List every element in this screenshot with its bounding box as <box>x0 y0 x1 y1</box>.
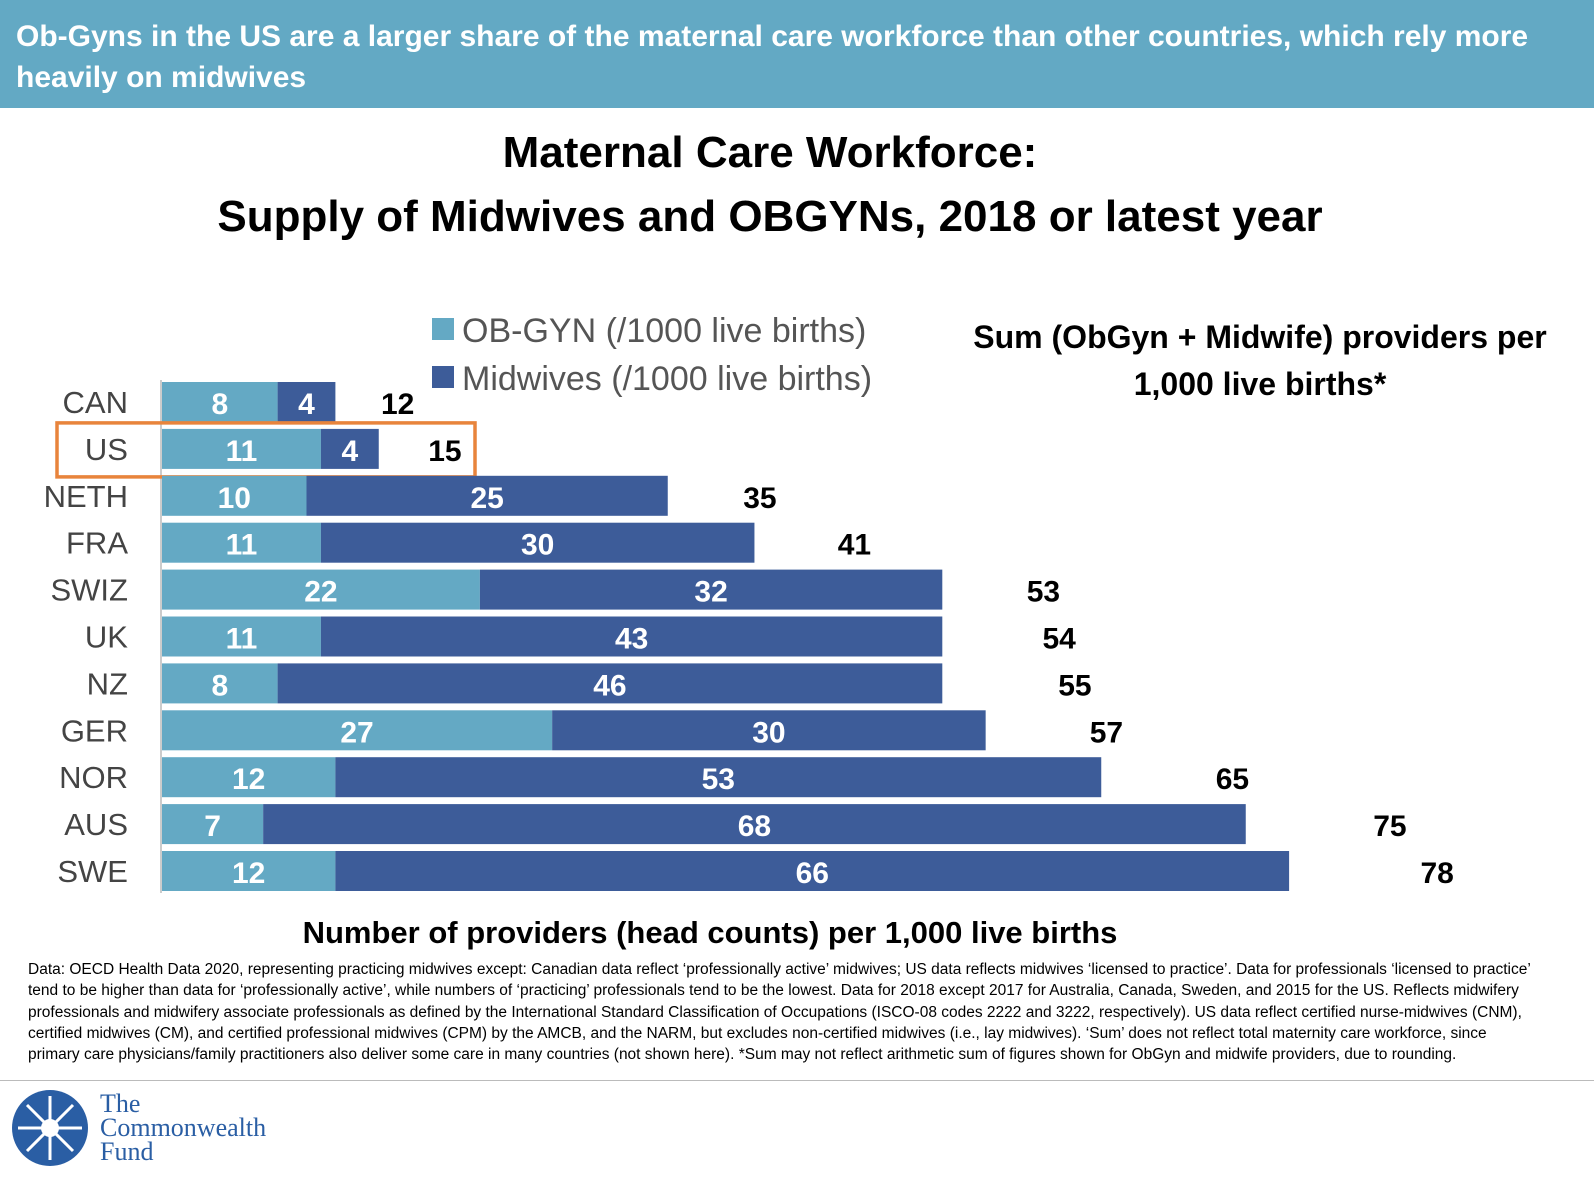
legend-label: Midwives (/1000 live births) <box>462 360 872 398</box>
chart-subtitle: Supply of Midwives and OBGYNs, 2018 or l… <box>217 192 1323 241</box>
midwives-bar <box>552 710 986 751</box>
sum-value-label: 53 <box>1027 576 1060 609</box>
bar-value-label: 25 <box>470 482 503 515</box>
category-label: GER <box>61 713 128 748</box>
midwives-bar <box>277 382 336 422</box>
bar-value-label: 30 <box>521 529 554 562</box>
category-label: AUS <box>64 807 128 842</box>
x-axis-label: Number of providers (head counts) per 1,… <box>302 915 1118 950</box>
sum-value-label: 55 <box>1058 669 1091 702</box>
bar-value-label: 30 <box>752 716 785 749</box>
obgyn-bar <box>162 428 321 469</box>
obgyn-bar <box>162 804 264 845</box>
midwives-bar <box>335 757 1102 798</box>
legend-swatch <box>432 318 454 340</box>
logo-line: Fund <box>100 1137 154 1166</box>
category-label: FRA <box>66 526 128 561</box>
footnote: Data: OECD Health Data 2020, representin… <box>28 961 1531 1064</box>
category-label: CAN <box>63 385 128 420</box>
bar-value-label: 46 <box>593 669 626 702</box>
category-label: US <box>85 432 128 467</box>
bar-value-label: 27 <box>340 716 373 749</box>
logo-line: The <box>100 1089 141 1118</box>
midwives-bar <box>263 804 1246 845</box>
slide-header: Ob-Gyns in the US are a larger share of … <box>0 0 1594 108</box>
bar-value-label: 7 <box>204 810 221 843</box>
bar-value-label: 32 <box>694 576 727 609</box>
sum-value-label: 65 <box>1216 763 1249 796</box>
sum-value-label: 57 <box>1090 716 1123 749</box>
category-label: SWE <box>57 854 128 889</box>
obgyn-bar <box>162 522 321 563</box>
obgyn-bar <box>162 710 553 751</box>
bar-value-label: 53 <box>702 763 735 796</box>
chart-title: Maternal Care Workforce: <box>502 128 1038 177</box>
bar-chart: OB-GYN (/1000 live births) Midwives (/100… <box>44 312 1454 893</box>
midwives-bar <box>335 851 1290 891</box>
bar-value-label: 12 <box>232 857 265 890</box>
bar-value-label: 10 <box>218 482 251 515</box>
sum-value-label: 12 <box>381 388 414 421</box>
obgyn-bar <box>162 475 307 516</box>
obgyn-bar <box>162 851 336 891</box>
commonwealth-fund-logo: The Commonwealth Fund <box>10 1088 266 1168</box>
category-label: NOR <box>59 760 128 795</box>
midwives-bar <box>320 428 379 469</box>
obgyn-bar <box>162 382 278 422</box>
sum-value-label: 41 <box>838 529 871 562</box>
bar-value-label: 8 <box>211 388 228 421</box>
sum-value-label: 54 <box>1043 623 1077 656</box>
bar-value-label: 66 <box>796 857 829 890</box>
obgyn-bar <box>162 663 278 704</box>
legend-swatch <box>432 366 454 388</box>
midwives-bar <box>320 616 943 657</box>
bar-value-label: 11 <box>226 435 258 468</box>
obgyn-bar <box>162 757 336 798</box>
bar-value-label: 68 <box>738 810 771 843</box>
midwives-bar <box>306 475 668 516</box>
category-label: UK <box>85 620 128 655</box>
divider <box>0 1080 1594 1081</box>
sum-value-label: 35 <box>743 482 776 515</box>
bar-value-label: 4 <box>298 388 315 421</box>
bar-value-label: 22 <box>304 576 337 609</box>
bar-value-label: 43 <box>615 623 648 656</box>
bar-value-label: 4 <box>342 435 359 468</box>
bar-value-label: 12 <box>232 763 265 796</box>
legend-label: OB-GYN (/1000 live births) <box>462 312 866 350</box>
category-label: NZ <box>87 666 128 701</box>
bar-value-label: 11 <box>226 623 258 656</box>
logo-line: Commonwealth <box>100 1113 267 1142</box>
sum-value-label: 75 <box>1373 810 1406 843</box>
midwives-bar <box>277 663 943 704</box>
sum-value-label: 78 <box>1421 857 1454 890</box>
category-label: SWIZ <box>51 573 129 608</box>
sum-value-label: 15 <box>428 435 461 468</box>
sum-label: Sum (ObGyn + Midwife) providers per 1,00… <box>973 319 1547 402</box>
category-label: NETH <box>44 479 128 514</box>
midwives-bar <box>320 522 755 563</box>
midwives-bar <box>479 569 943 610</box>
bar-value-label: 8 <box>211 669 228 702</box>
bar-value-label: 11 <box>226 529 258 562</box>
star-emblem-icon <box>12 1090 88 1166</box>
obgyn-bar <box>162 569 480 610</box>
obgyn-bar <box>162 616 321 657</box>
